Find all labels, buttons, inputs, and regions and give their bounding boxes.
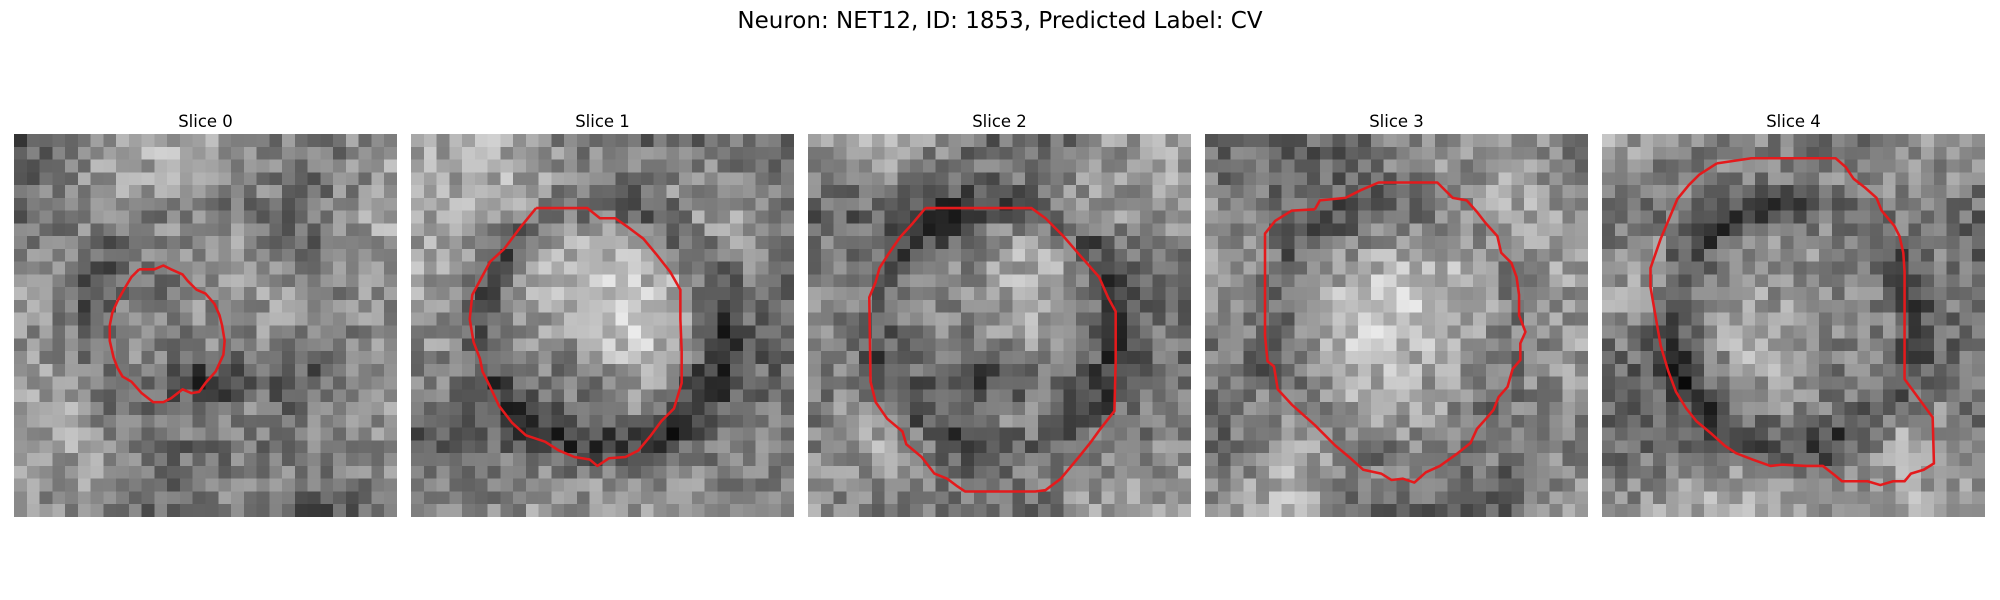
contour-outline (1649, 156, 1936, 487)
slice-title: Slice 1 (575, 112, 630, 131)
pixel-grid (1602, 134, 1985, 517)
contour-outline (868, 206, 1117, 493)
slice-title: Slice 2 (972, 112, 1027, 131)
slice-image (14, 134, 397, 517)
pixel-grid (14, 134, 397, 517)
slice-panel-3: Slice 3 (1205, 110, 1588, 517)
slice-panel-2: Slice 2 (808, 110, 1191, 517)
slice-image (1602, 134, 1985, 517)
slice-image (808, 134, 1191, 517)
slice-title: Slice 4 (1766, 112, 1821, 131)
slice-image (411, 134, 794, 517)
pixel-grid (411, 134, 794, 517)
slice-panel-4: Slice 4 (1602, 110, 1985, 517)
figure-title: Neuron: NET12, ID: 1853, Predicted Label… (737, 8, 1263, 34)
slice-title: Slice 3 (1369, 112, 1424, 131)
contour-outline (1263, 181, 1527, 484)
pixel-grid (1205, 134, 1588, 517)
contour-outline (468, 206, 683, 468)
contour-outline (108, 264, 226, 404)
pixel-grid (808, 134, 1191, 517)
slice-panel-1: Slice 1 (411, 110, 794, 517)
slice-title: Slice 0 (178, 112, 233, 131)
slice-panel-0: Slice 0 (14, 110, 397, 517)
slice-image (1205, 134, 1588, 517)
